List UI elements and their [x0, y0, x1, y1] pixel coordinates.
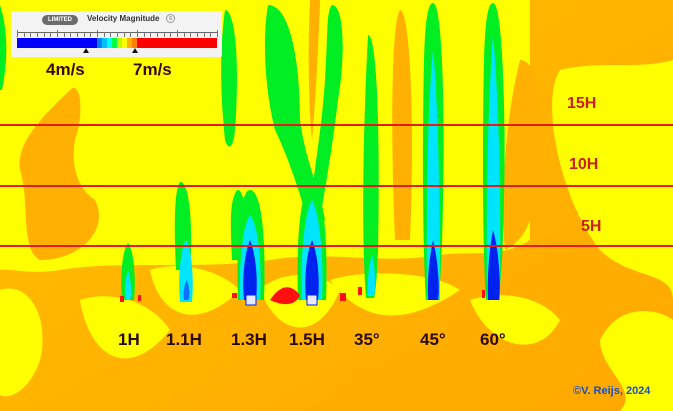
colorbar-tick	[97, 30, 98, 37]
colorbar-tick	[37, 32, 38, 37]
velocity-legend: LIMITED Velocity Magnitude ≡	[11, 11, 222, 57]
nozzle-label-60deg: 60°	[480, 330, 506, 349]
legend-title: Velocity Magnitude	[87, 14, 160, 23]
colorbar-tick	[110, 32, 112, 37]
colorbar-segment	[132, 38, 137, 48]
colorbar-segment	[57, 38, 62, 48]
colorbar-tick	[90, 32, 92, 37]
colorbar-segment	[97, 38, 102, 48]
colorbar	[17, 38, 217, 48]
speed-label-4ms: 4m/s	[46, 60, 85, 79]
colorbar-tick	[83, 32, 85, 37]
colorbar-segment	[127, 38, 132, 48]
colorbar-segment	[137, 38, 142, 48]
height-label-5h: 5H	[581, 218, 602, 235]
colorbar-segment	[32, 38, 37, 48]
colorbar-segment	[192, 38, 197, 48]
colorbar-tick	[63, 32, 65, 37]
colorbar-segment	[102, 38, 107, 48]
colorbar-tick	[217, 30, 218, 37]
colorbar-tick	[123, 32, 125, 37]
colorbar-tick	[210, 32, 212, 37]
colorbar-segment	[67, 38, 72, 48]
speed-label-7ms: 7m/s	[133, 60, 172, 79]
height-line-5h	[0, 245, 673, 247]
colorbar-segment	[112, 38, 117, 48]
nozzle-label-1-3h: 1.3H	[231, 330, 267, 349]
colorbar-segment	[147, 38, 152, 48]
colorbar-tick	[197, 32, 198, 37]
colorbar-segment	[17, 38, 22, 48]
colorbar-segment	[77, 38, 82, 48]
colorbar-segment	[117, 38, 122, 48]
nozzle-label-35deg: 35°	[354, 330, 380, 349]
colorbar-segment	[142, 38, 147, 48]
colorbar-tick	[103, 32, 105, 37]
colorbar-segment	[27, 38, 32, 48]
colorbar-tick	[77, 32, 78, 37]
height-label-15h: 15H	[567, 95, 597, 112]
height-label-10h: 10H	[569, 156, 599, 173]
colorbar-tick	[170, 32, 172, 37]
colorbar-tick	[57, 30, 58, 37]
colorbar-segment	[182, 38, 187, 48]
colorbar-segment	[167, 38, 172, 48]
colorbar-tick	[23, 32, 25, 37]
marker-7ms-icon	[132, 48, 138, 53]
colorbar-tick	[117, 32, 118, 37]
colorbar-segment	[107, 38, 112, 48]
colorbar-segment	[62, 38, 67, 48]
colorbar-segment	[52, 38, 57, 48]
colorbar-tick	[143, 32, 145, 37]
colorbar-segment	[197, 38, 202, 48]
colorbar-segment	[177, 38, 182, 48]
colorbar-ticks	[17, 30, 218, 39]
colorbar-segment	[207, 38, 212, 48]
colorbar-segment	[202, 38, 207, 48]
colorbar-tick	[50, 32, 52, 37]
list-icon[interactable]: ≡	[166, 14, 175, 23]
colorbar-tick	[137, 30, 138, 37]
colorbar-tick	[157, 32, 158, 37]
colorbar-segment	[92, 38, 97, 48]
nozzle-label-1h: 1H	[118, 330, 140, 349]
colorbar-segment	[42, 38, 47, 48]
colorbar-segment	[162, 38, 167, 48]
colorbar-tick	[163, 32, 165, 37]
colorbar-segment	[157, 38, 162, 48]
limited-badge[interactable]: LIMITED	[42, 15, 78, 25]
colorbar-segment	[22, 38, 27, 48]
colorbar-tick	[183, 32, 185, 37]
colorbar-segment	[212, 38, 217, 48]
height-line-10h	[0, 185, 673, 187]
colorbar-segment	[172, 38, 177, 48]
colorbar-segment	[72, 38, 77, 48]
colorbar-tick	[177, 30, 178, 37]
nozzle-label-45deg: 45°	[420, 330, 446, 349]
nozzle-label-1-1h: 1.1H	[166, 330, 202, 349]
colorbar-segment	[122, 38, 127, 48]
colorbar-segment	[82, 38, 87, 48]
colorbar-segment	[152, 38, 157, 48]
colorbar-tick	[30, 32, 32, 37]
nozzle-label-1-5h: 1.5H	[289, 330, 325, 349]
colorbar-segment	[47, 38, 52, 48]
colorbar-tick	[190, 32, 192, 37]
colorbar-segment	[87, 38, 92, 48]
marker-4ms-icon	[83, 48, 89, 53]
height-line-15h	[0, 124, 673, 126]
colorbar-tick	[17, 30, 18, 37]
colorbar-tick	[150, 32, 152, 37]
copyright-credit: ©V. Reijs, 2024	[573, 385, 651, 397]
colorbar-tick	[130, 32, 132, 37]
colorbar-tick	[43, 32, 45, 37]
colorbar-segment	[37, 38, 42, 48]
colorbar-tick	[70, 32, 72, 37]
colorbar-segment	[187, 38, 192, 48]
colorbar-tick	[203, 32, 205, 37]
